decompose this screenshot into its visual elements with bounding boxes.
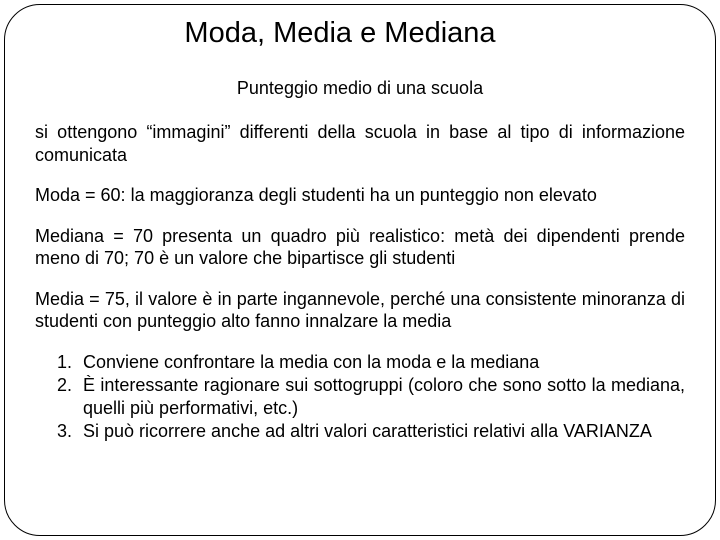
list-item-1: Conviene confrontare la media con la mod… [77,351,685,374]
list-item-2: È interessante ragionare sui sottogruppi… [77,374,685,419]
paragraph-intro: si ottengono “immagini” differenti della… [35,121,685,166]
numbered-list: Conviene confrontare la media con la mod… [35,351,685,443]
paragraph-mediana: Mediana = 70 presenta un quadro più real… [35,225,685,270]
slide-frame: Moda, Media e Mediana Punteggio medio di… [4,4,716,536]
slide-title: Moda, Media e Mediana [0,17,685,50]
slide-subtitle: Punteggio medio di una scuola [35,78,685,99]
list-item-3: Si può ricorrere anche ad altri valori c… [77,420,685,443]
paragraph-moda: Moda = 60: la maggioranza degli studenti… [35,184,685,207]
paragraph-media: Media = 75, il valore è in parte inganne… [35,288,685,333]
